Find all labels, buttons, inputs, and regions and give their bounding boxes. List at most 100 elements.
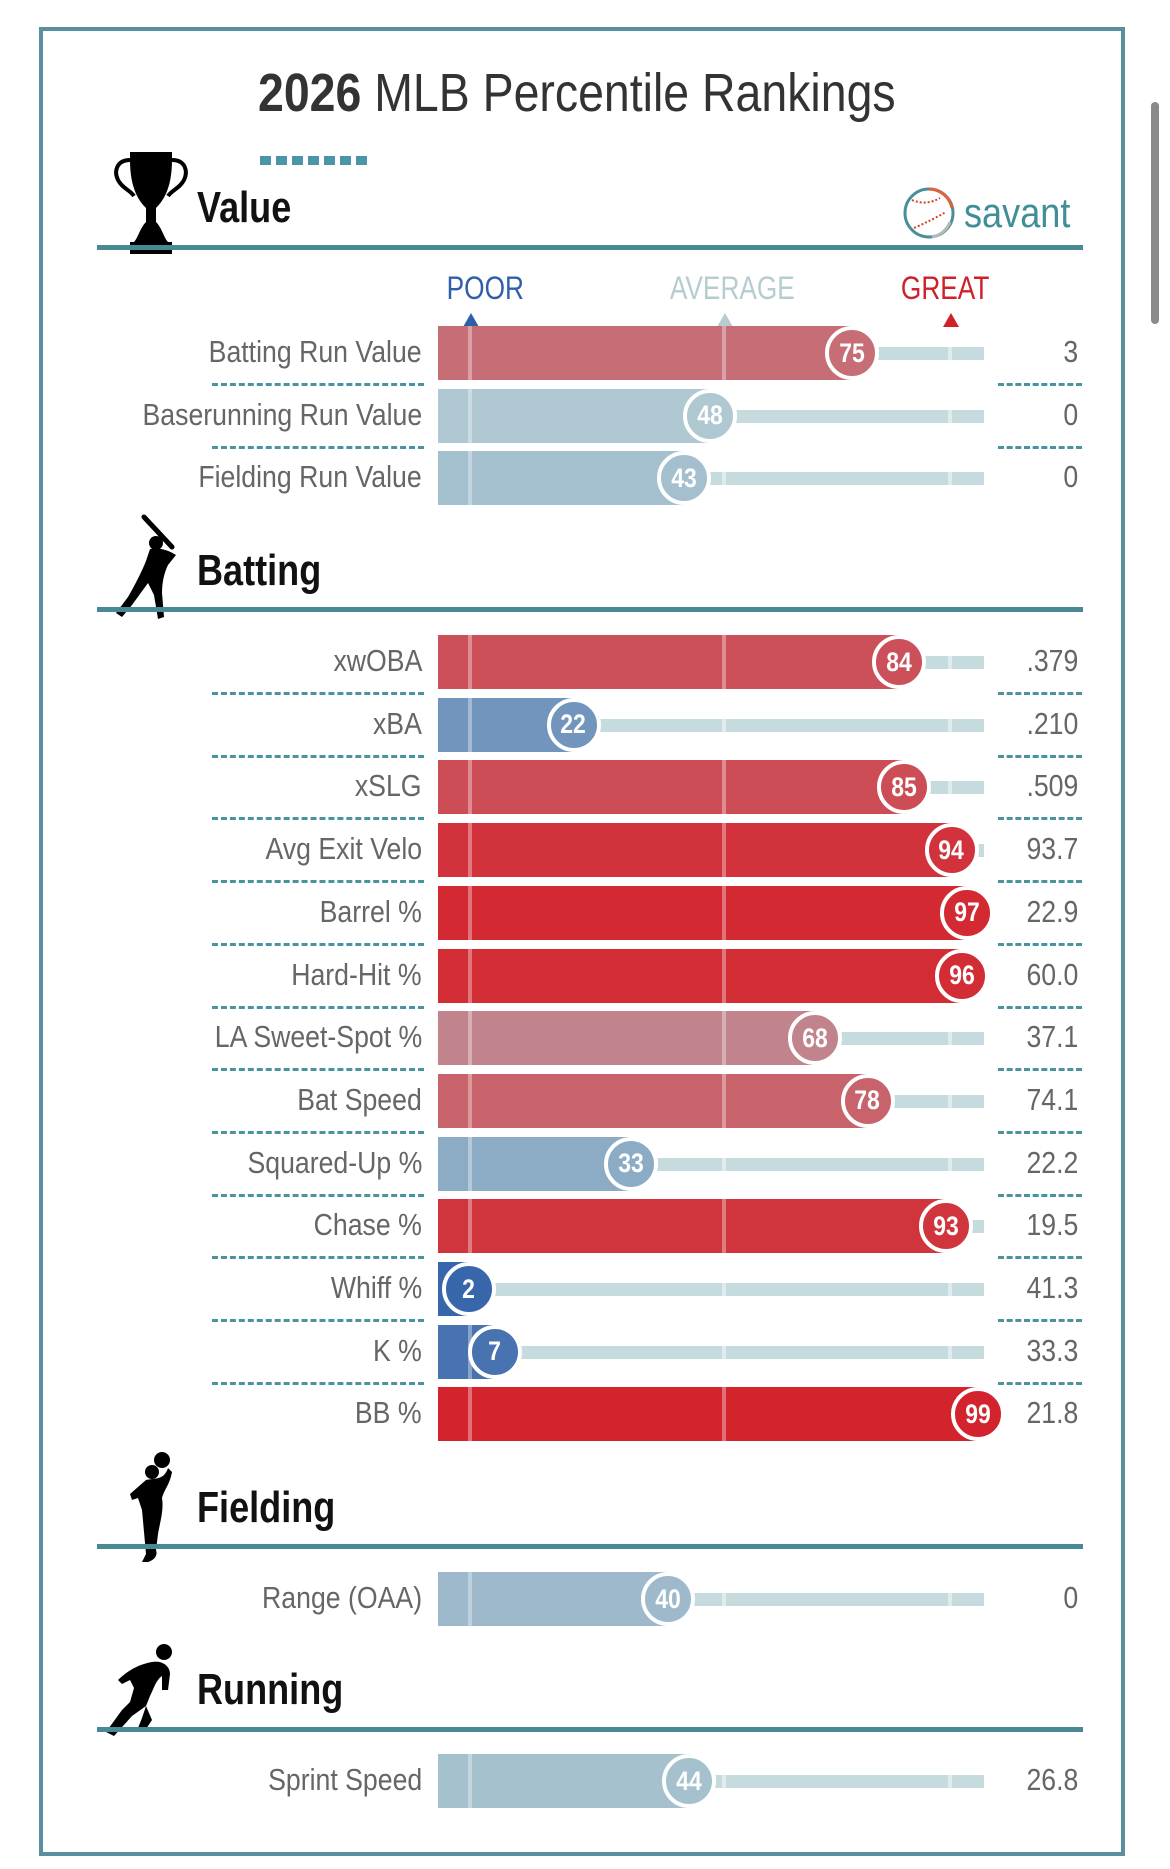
percentile-badge[interactable]: 75 (824, 326, 879, 380)
title-text: MLB Percentile Rankings (361, 63, 896, 123)
percentile-badge[interactable]: 93 (919, 1199, 974, 1254)
metric-label: Baserunning Run Value (142, 396, 422, 432)
percentile-badge[interactable]: 84 (872, 635, 926, 689)
percentile-bar[interactable] (438, 885, 968, 940)
percentile-badge[interactable]: 48 (683, 388, 737, 443)
metric-label: Sprint Speed (267, 1762, 422, 1797)
percentile-badge[interactable]: 68 (788, 1011, 842, 1066)
row-separator (212, 383, 424, 386)
row-separator (212, 1193, 424, 1197)
row-separator (998, 692, 1082, 695)
row-separator (998, 445, 1082, 449)
percentile-card (39, 27, 1125, 1856)
percentile-bar[interactable] (438, 1011, 815, 1066)
percentile-badge[interactable]: 33 (604, 1136, 659, 1191)
percentile-bar[interactable] (438, 635, 899, 689)
percentile-track (438, 1345, 984, 1359)
percentile-badge[interactable]: 44 (662, 1754, 716, 1808)
section-rule (97, 607, 1083, 612)
metric-value: 19.5 (1026, 1207, 1078, 1243)
percentile-bar[interactable] (438, 1199, 947, 1254)
metric-label: Barrel % (319, 893, 422, 929)
track-tick-average (722, 1157, 726, 1171)
percentile-badge[interactable]: 85 (877, 760, 932, 815)
row-separator (212, 692, 424, 695)
track-tick-average (722, 1345, 726, 1359)
percentile-bar[interactable] (438, 1572, 668, 1626)
metric-label: Chase % (313, 1207, 422, 1243)
percentile-badge[interactable]: 99 (950, 1387, 1005, 1442)
bar-line-average (722, 1387, 726, 1442)
percentile-badge[interactable]: 43 (656, 451, 711, 506)
percentile-bar[interactable] (438, 1754, 689, 1808)
bar-line-average (722, 948, 726, 1003)
row-separator (998, 1068, 1082, 1072)
row-separator (212, 1381, 424, 1385)
percentile-number: 99 (964, 1398, 991, 1429)
percentile-number: 40 (655, 1583, 681, 1614)
metric-value: 33.3 (1026, 1332, 1078, 1368)
bar-line-poor (468, 451, 472, 506)
bar-line-average (722, 1073, 726, 1128)
fielder-icon (124, 1450, 184, 1575)
metric-value: .210 (1026, 705, 1078, 741)
bar-line-average (722, 823, 726, 878)
percentile-badge[interactable]: 94 (924, 823, 979, 878)
track-tick-great (948, 1593, 952, 1606)
percentile-number: 94 (938, 834, 965, 865)
scrollbar[interactable] (1151, 102, 1159, 324)
percentile-bar[interactable] (438, 451, 684, 506)
row-separator (998, 1256, 1082, 1260)
percentile-bar[interactable] (438, 1136, 632, 1191)
track-tick-great (948, 409, 952, 423)
percentile-number: 84 (886, 646, 912, 677)
percentile-badge[interactable]: 78 (840, 1073, 895, 1128)
row-separator (998, 383, 1082, 386)
row-separator (998, 1005, 1082, 1009)
track-tick-average (722, 1593, 726, 1606)
scale-label-poor: POOR (446, 270, 524, 306)
percentile-badge[interactable]: 97 (940, 885, 995, 940)
bar-line-average (722, 760, 726, 815)
metric-value: .379 (1026, 643, 1078, 678)
metric-value: 60.0 (1026, 956, 1078, 992)
metric-label: Hard-Hit % (291, 956, 422, 992)
percentile-number: 97 (954, 897, 981, 928)
percentile-bar[interactable] (438, 760, 905, 815)
percentile-badge[interactable]: 40 (641, 1572, 695, 1626)
percentile-bar[interactable] (438, 1073, 868, 1128)
average-marker-icon (717, 313, 733, 327)
percentile-bar[interactable] (438, 326, 852, 380)
track-tick-great (948, 1283, 952, 1296)
percentile-track (438, 1283, 984, 1296)
bar-line-poor (468, 388, 472, 443)
runner-icon (100, 1640, 190, 1745)
section-rule (97, 245, 1083, 250)
row-separator (212, 1130, 424, 1134)
savant-logo[interactable]: savant (902, 186, 1088, 240)
percentile-bar[interactable] (438, 1387, 978, 1442)
section-title-batting: Batting (197, 546, 322, 595)
percentile-badge[interactable]: 22 (546, 697, 601, 752)
percentile-number: 7 (488, 1336, 502, 1367)
bar-line-poor (468, 760, 472, 815)
row-separator (212, 1319, 424, 1322)
percentile-bar[interactable] (438, 948, 962, 1003)
bar-line-poor (468, 697, 472, 752)
percentile-bar[interactable] (438, 388, 710, 443)
metric-value: 22.9 (1026, 893, 1078, 929)
percentile-number: 85 (891, 771, 918, 802)
row-separator (998, 1319, 1082, 1322)
percentile-badge[interactable]: 2 (441, 1262, 496, 1316)
bar-line-poor (468, 1136, 472, 1191)
metric-label: Whiff % (330, 1270, 422, 1305)
percentile-bar[interactable] (438, 823, 952, 878)
percentile-number: 96 (949, 960, 975, 990)
bar-line-poor (468, 823, 472, 878)
percentile-badge[interactable]: 96 (935, 948, 989, 1003)
scale-label-average: AVERAGE (669, 270, 795, 306)
percentile-number: 22 (560, 709, 587, 740)
bar-line-average (722, 1199, 726, 1254)
track-tick-average (722, 472, 726, 486)
percentile-badge[interactable]: 7 (467, 1324, 522, 1379)
